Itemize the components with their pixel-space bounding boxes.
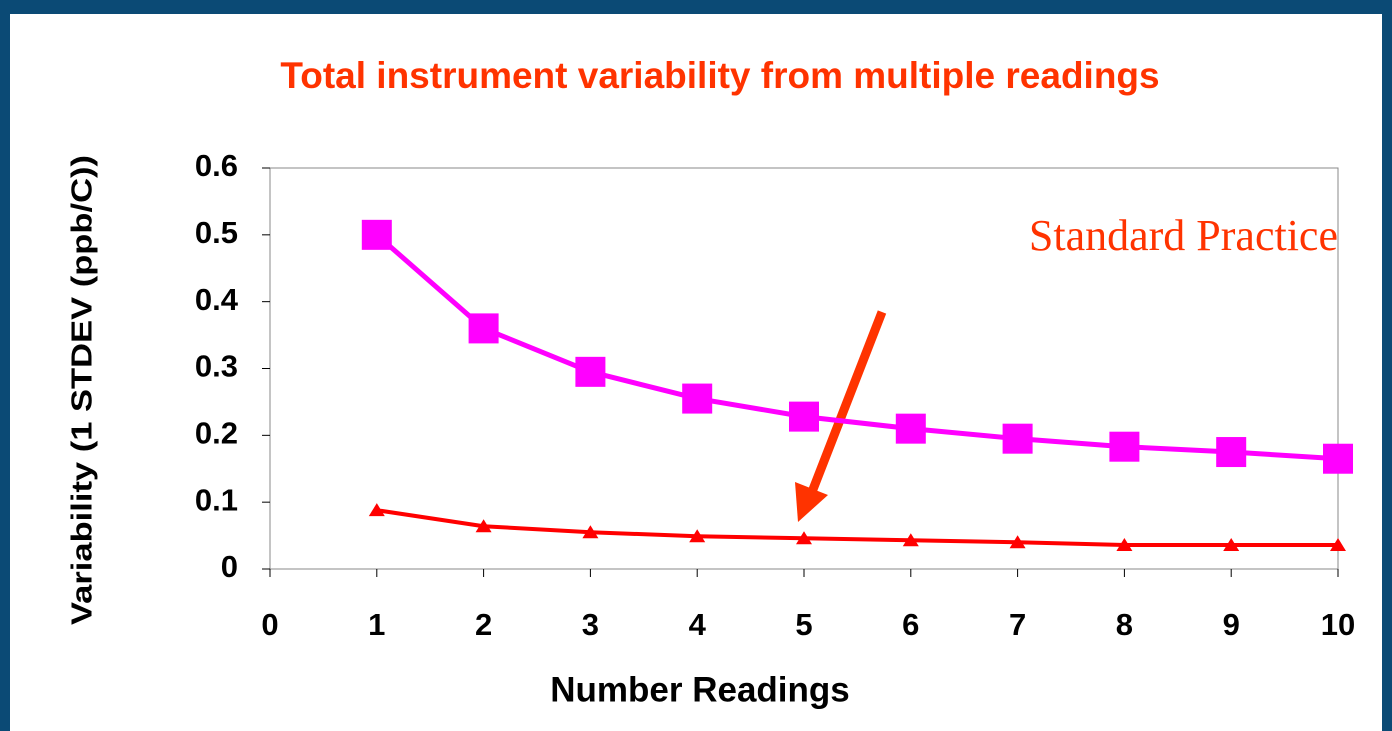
square-marker [789, 401, 819, 432]
annotation: Standard Practice [1029, 211, 1338, 260]
arrow-shaft [807, 310, 887, 494]
triangle-marker [582, 525, 599, 539]
y-tick-label: 0.1 [195, 482, 238, 517]
y-tick-label: 0 [221, 549, 238, 584]
x-tick-label: 6 [902, 607, 919, 642]
y-tick-label: 0.3 [195, 349, 238, 384]
x-tick-label: 10 [1321, 607, 1355, 642]
arrow-head [795, 482, 828, 522]
square-marker [575, 356, 606, 387]
x-axis-label: Number Readings [550, 670, 850, 709]
y-tick-label: 0.5 [195, 215, 238, 250]
triangle-marker [1009, 535, 1026, 549]
square-marker [682, 383, 713, 414]
x-tick-label: 0 [261, 607, 278, 642]
chart-title: Total instrument variability from multip… [280, 55, 1159, 96]
triangle-marker [475, 519, 492, 533]
x-tick-label: 2 [475, 607, 492, 642]
series-line [376, 508, 1338, 547]
x-tick-label: 5 [795, 607, 812, 642]
y-tick-label: 0.4 [195, 282, 239, 317]
y-tick-label: 0.2 [195, 416, 238, 451]
square-marker [1323, 443, 1353, 474]
y-axis-label: Variability (1 STDEV (ppb/C)) [67, 155, 99, 625]
triangle-marker [1330, 537, 1346, 551]
square-marker [1002, 423, 1033, 454]
x-tick-label: 3 [582, 607, 599, 642]
triangle-marker [902, 533, 919, 547]
triangle-marker [368, 503, 385, 517]
triangle-marker [1116, 537, 1133, 551]
square-marker [468, 313, 499, 344]
series-line [375, 232, 1339, 462]
x-tick-label: 9 [1223, 607, 1240, 642]
triangle-marker [796, 531, 812, 545]
square-marker [1216, 437, 1247, 468]
y-tick-label: 0.6 [195, 148, 238, 183]
triangle-marker [1223, 537, 1240, 551]
x-tick-label: 1 [368, 607, 385, 642]
x-tick-label: 8 [1116, 607, 1133, 642]
x-tick-label: 4 [689, 607, 707, 642]
square-marker [895, 413, 926, 444]
square-marker [361, 219, 392, 250]
x-tick-label: 7 [1009, 607, 1026, 642]
background [10, 14, 1382, 731]
triangle-marker [689, 529, 706, 543]
square-marker [1109, 431, 1140, 462]
